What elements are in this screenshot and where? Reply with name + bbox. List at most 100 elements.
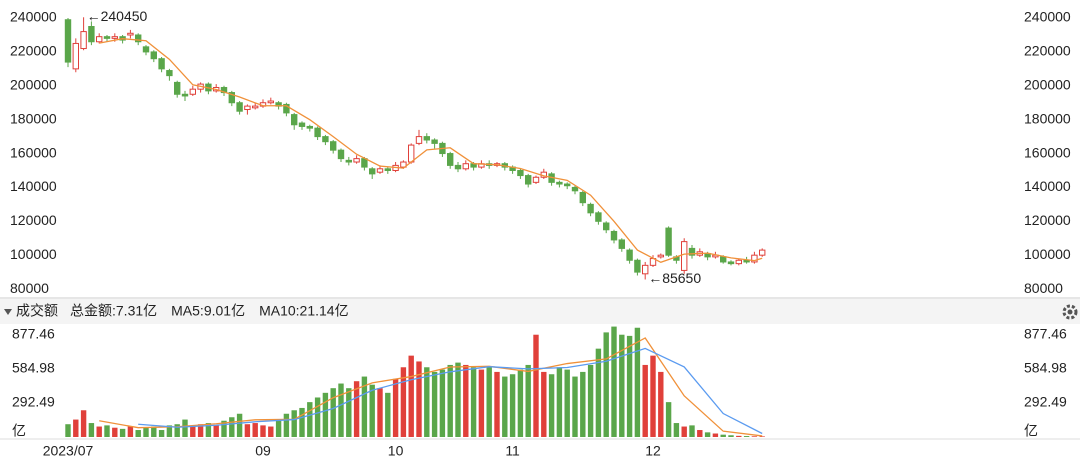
volume-bar xyxy=(65,424,71,437)
y2-tick-label: 200000 xyxy=(1024,76,1071,92)
candle-body xyxy=(720,256,727,263)
volume-bar xyxy=(353,381,360,437)
candle-body xyxy=(353,158,360,163)
candle-body xyxy=(634,259,641,273)
x-tick-label: 10 xyxy=(388,443,404,459)
ma5-line xyxy=(99,38,763,263)
candle-body xyxy=(96,36,103,43)
y2-tick-label: 亿 xyxy=(1024,423,1038,439)
y-tick-label: 140000 xyxy=(10,178,57,194)
volume-bar xyxy=(322,392,329,437)
volume-bar xyxy=(595,348,602,437)
volume-bar xyxy=(681,426,687,437)
volume-bar xyxy=(392,378,399,437)
dropdown-caret[interactable] xyxy=(4,309,12,315)
volume-bar xyxy=(650,355,656,437)
y2-tick-label: 240000 xyxy=(1024,9,1071,25)
volume-bar xyxy=(712,433,719,437)
y-tick-label: 292.49 xyxy=(12,394,55,410)
volume-bar xyxy=(244,424,251,437)
y-tick-label: 220000 xyxy=(10,43,57,59)
volume-bar xyxy=(431,371,438,437)
volume-bar xyxy=(330,388,336,437)
y2-tick-label: 80000 xyxy=(1024,280,1063,296)
volume-bar xyxy=(478,369,485,437)
settings-icon[interactable] xyxy=(1062,304,1078,320)
y2-tick-label: 292.49 xyxy=(1024,394,1067,410)
candle-body xyxy=(291,114,298,126)
candle-body xyxy=(727,261,735,265)
candle-body xyxy=(657,254,664,258)
y-tick-label: 80000 xyxy=(10,280,49,296)
volume-bar xyxy=(447,364,453,437)
y-tick-label: 180000 xyxy=(10,110,57,126)
min-annotation: ←85650 xyxy=(648,270,701,286)
candle-body xyxy=(306,125,314,129)
y2-tick-label: 584.98 xyxy=(1024,360,1067,376)
volume-bar xyxy=(619,334,625,437)
max-annotation: ←240450 xyxy=(87,8,148,24)
candle-body xyxy=(166,70,173,77)
volume-bar xyxy=(268,426,274,437)
candle-body xyxy=(345,159,353,163)
candle-body xyxy=(337,149,345,160)
volume-bar xyxy=(564,369,570,437)
candle-body xyxy=(174,81,181,95)
candle-body xyxy=(314,127,321,138)
volume-bar xyxy=(517,369,524,437)
volume-bar xyxy=(275,420,282,437)
candle-body xyxy=(595,212,602,222)
volume-bar xyxy=(525,364,531,437)
y2-tick-label: 180000 xyxy=(1024,110,1071,126)
volume-bar xyxy=(307,402,313,437)
volume-bar xyxy=(728,435,734,437)
volume-title[interactable]: 成交额 xyxy=(16,303,58,319)
volume-bar xyxy=(611,326,617,437)
candle-body xyxy=(236,102,243,112)
volume-bar xyxy=(88,423,95,437)
volume-bar xyxy=(229,417,235,437)
y-tick-label: 877.46 xyxy=(12,326,55,342)
volume-bar xyxy=(377,388,383,437)
y2-tick-label: 100000 xyxy=(1024,246,1071,262)
x-tick-label: 09 xyxy=(255,443,271,459)
volume-bar xyxy=(556,367,563,437)
volume-bar xyxy=(213,425,219,437)
candle-body xyxy=(369,168,376,175)
candle-body xyxy=(88,26,95,43)
y-tick-label: 584.98 xyxy=(12,360,55,376)
candle-body xyxy=(135,34,142,43)
volume-bar xyxy=(416,361,422,437)
y2-tick-label: 160000 xyxy=(1024,144,1071,160)
volume-bar xyxy=(205,423,212,437)
volume-bar xyxy=(603,332,609,437)
candle-body xyxy=(376,168,384,173)
volume-bar xyxy=(743,436,750,437)
volume-bar xyxy=(463,364,469,437)
volume-bar xyxy=(580,371,586,437)
candle-body xyxy=(127,32,134,36)
candle-body xyxy=(431,139,438,144)
volume-bar xyxy=(424,367,430,437)
volume-bar xyxy=(190,426,196,437)
candle-body xyxy=(423,136,431,141)
candle-body xyxy=(688,247,696,256)
y-tick-label: 200000 xyxy=(10,76,57,92)
candle-body xyxy=(408,144,415,163)
volume-bar xyxy=(182,419,188,437)
candle-body xyxy=(267,100,275,104)
volume-bar xyxy=(541,371,547,437)
candle-body xyxy=(603,222,610,231)
volume-bar xyxy=(470,367,477,437)
candle-body xyxy=(111,36,118,39)
candle-body xyxy=(642,264,649,275)
volume-bar xyxy=(689,425,695,437)
volume-bar xyxy=(587,364,594,437)
candle-body xyxy=(556,181,563,185)
volume-bar xyxy=(96,426,102,437)
candle-body xyxy=(759,249,766,256)
volume-bar xyxy=(533,334,539,437)
volume-bar xyxy=(548,374,555,437)
volume-bar xyxy=(143,427,149,437)
y2-tick-label: 877.46 xyxy=(1024,326,1067,342)
